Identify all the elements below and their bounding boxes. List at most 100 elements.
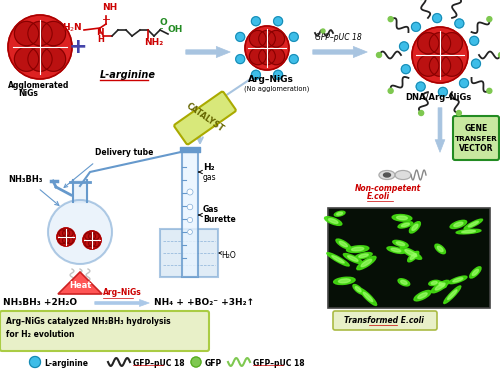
Ellipse shape	[436, 283, 445, 290]
Ellipse shape	[355, 252, 372, 259]
Ellipse shape	[398, 222, 412, 228]
Text: O: O	[160, 18, 168, 27]
Ellipse shape	[462, 230, 475, 233]
Circle shape	[274, 70, 282, 79]
Ellipse shape	[396, 242, 404, 246]
Circle shape	[191, 357, 201, 367]
Ellipse shape	[395, 171, 411, 180]
Ellipse shape	[456, 229, 481, 234]
Circle shape	[187, 189, 193, 195]
Ellipse shape	[408, 251, 419, 262]
Ellipse shape	[361, 259, 372, 267]
Ellipse shape	[444, 286, 461, 303]
Circle shape	[412, 22, 420, 32]
Text: H$_2$N: H$_2$N	[62, 21, 83, 33]
Ellipse shape	[334, 277, 355, 285]
Circle shape	[258, 30, 276, 47]
Ellipse shape	[435, 244, 446, 254]
Text: N: N	[96, 28, 104, 37]
Circle shape	[416, 82, 425, 91]
Circle shape	[66, 237, 73, 244]
Circle shape	[441, 55, 462, 76]
Ellipse shape	[360, 288, 376, 306]
Circle shape	[418, 55, 439, 76]
Text: L-arginine: L-arginine	[100, 70, 156, 80]
Text: Agglomerated: Agglomerated	[8, 81, 70, 90]
Ellipse shape	[405, 250, 417, 256]
Ellipse shape	[379, 171, 395, 180]
Ellipse shape	[410, 254, 416, 260]
Circle shape	[92, 240, 99, 247]
Text: Burette: Burette	[203, 215, 236, 224]
Circle shape	[92, 233, 99, 240]
Ellipse shape	[396, 216, 407, 220]
Text: GFP–pUC 18: GFP–pUC 18	[315, 33, 362, 42]
Text: E.coli: E.coli	[367, 192, 390, 201]
Circle shape	[14, 47, 38, 71]
Circle shape	[460, 79, 468, 88]
Text: GENE: GENE	[464, 124, 487, 133]
Text: Arg–NiGs: Arg–NiGs	[248, 75, 294, 84]
Circle shape	[376, 53, 382, 57]
Ellipse shape	[334, 211, 345, 216]
Ellipse shape	[470, 267, 481, 278]
FancyBboxPatch shape	[174, 92, 236, 144]
Circle shape	[388, 88, 393, 93]
Circle shape	[88, 240, 96, 247]
Circle shape	[88, 233, 96, 240]
Circle shape	[472, 59, 480, 68]
Ellipse shape	[324, 217, 342, 225]
Ellipse shape	[353, 285, 364, 294]
Ellipse shape	[438, 246, 443, 252]
Ellipse shape	[336, 212, 342, 215]
Ellipse shape	[393, 240, 408, 247]
Circle shape	[402, 64, 410, 74]
Text: for H₂ evolution: for H₂ evolution	[6, 330, 74, 339]
Ellipse shape	[340, 241, 347, 247]
Ellipse shape	[364, 292, 373, 302]
Circle shape	[30, 357, 40, 368]
Circle shape	[83, 231, 101, 249]
Ellipse shape	[402, 223, 409, 226]
Circle shape	[85, 233, 91, 240]
Circle shape	[236, 55, 244, 64]
Circle shape	[28, 21, 52, 46]
Circle shape	[321, 29, 325, 33]
Polygon shape	[58, 272, 102, 294]
Text: VECTOR: VECTOR	[459, 144, 493, 153]
Text: NH₄ + +BO₂⁻ +3H₂↑: NH₄ + +BO₂⁻ +3H₂↑	[154, 298, 254, 307]
Circle shape	[236, 32, 244, 41]
Circle shape	[252, 70, 260, 79]
Ellipse shape	[359, 254, 368, 257]
Ellipse shape	[439, 283, 444, 286]
Circle shape	[290, 55, 298, 64]
Ellipse shape	[398, 279, 409, 286]
Ellipse shape	[418, 293, 427, 298]
Circle shape	[250, 48, 266, 65]
Ellipse shape	[357, 256, 376, 270]
Circle shape	[188, 217, 192, 223]
Ellipse shape	[338, 279, 350, 283]
Ellipse shape	[336, 239, 350, 249]
Text: +: +	[68, 37, 87, 57]
Ellipse shape	[346, 246, 369, 252]
Ellipse shape	[410, 222, 420, 233]
Ellipse shape	[412, 224, 418, 231]
Bar	[328, 208, 490, 308]
Ellipse shape	[431, 282, 437, 284]
Text: NH: NH	[102, 3, 117, 12]
Ellipse shape	[391, 248, 401, 252]
Circle shape	[42, 47, 66, 71]
Ellipse shape	[437, 281, 446, 288]
Circle shape	[388, 16, 393, 22]
Text: Arg–NiGs: Arg–NiGs	[103, 288, 142, 297]
Ellipse shape	[454, 222, 463, 226]
Circle shape	[59, 237, 66, 244]
Ellipse shape	[453, 278, 463, 282]
Ellipse shape	[327, 253, 349, 266]
Text: H₂O: H₂O	[221, 251, 236, 260]
FancyBboxPatch shape	[453, 116, 499, 160]
Ellipse shape	[344, 254, 362, 264]
Text: NH₂: NH₂	[144, 38, 163, 47]
Circle shape	[438, 87, 448, 96]
